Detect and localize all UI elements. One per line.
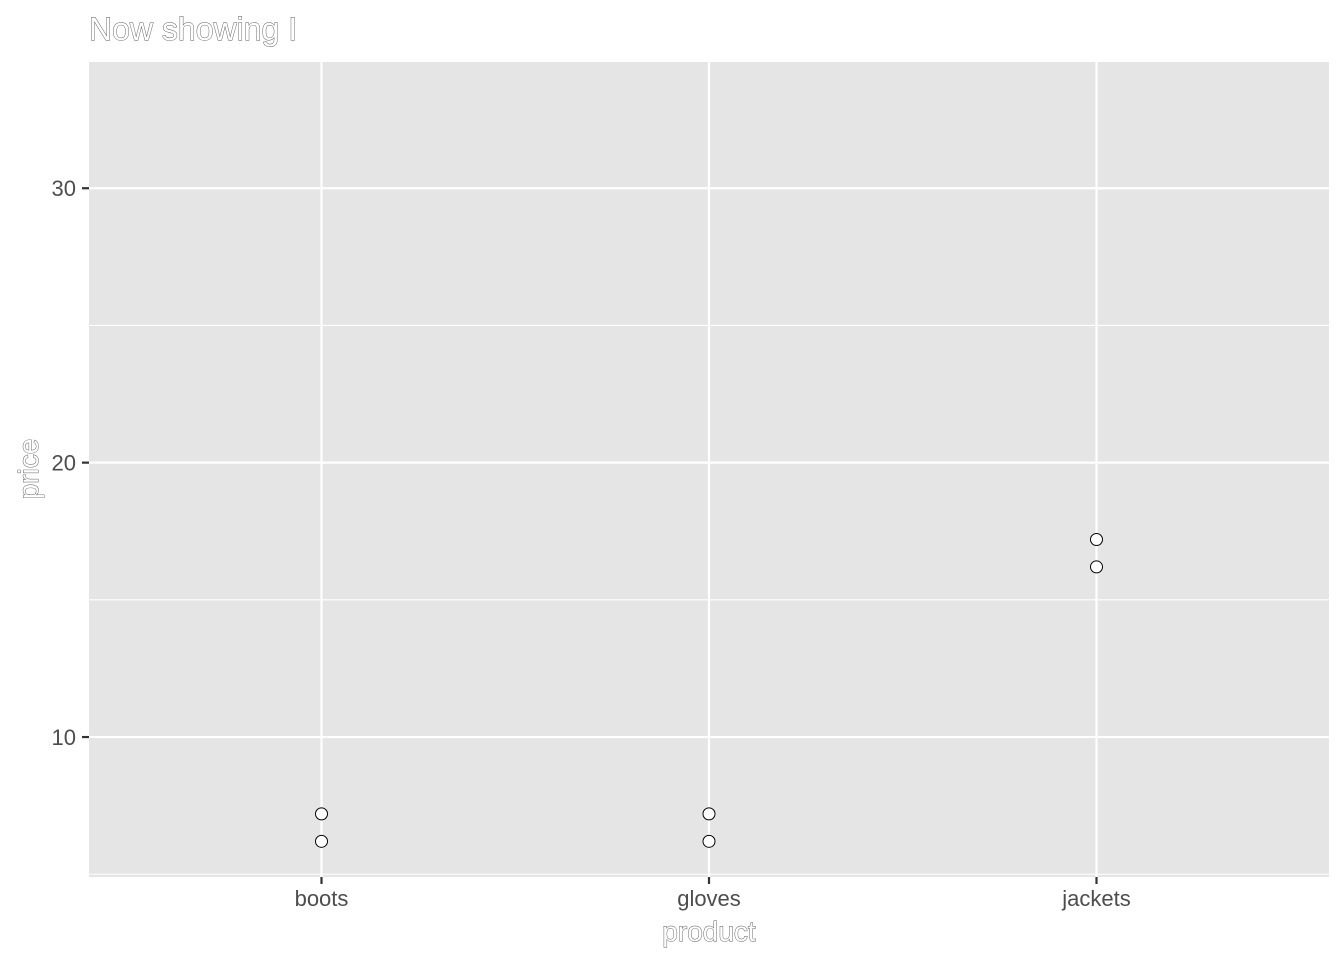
data-point [1090, 560, 1103, 574]
grid-lines [89, 62, 1329, 877]
axes: 10 20 30 boots gloves jackets [52, 176, 1131, 911]
chart-title: Now showing I [89, 11, 297, 47]
data-point [1090, 532, 1103, 546]
data-point [315, 834, 328, 848]
data-point [702, 834, 716, 848]
data-points [315, 532, 1103, 848]
x-tick-label: boots [295, 886, 349, 911]
x-tick-label: jackets [1061, 886, 1130, 911]
data-point [702, 807, 716, 821]
x-axis-title: product [662, 916, 756, 947]
y-tick-label: 10 [52, 725, 76, 750]
y-axis-title: price [13, 439, 44, 500]
y-tick-label: 20 [52, 451, 76, 476]
data-point [315, 807, 328, 821]
y-tick-label: 30 [52, 176, 76, 201]
x-tick-label: gloves [677, 886, 741, 911]
